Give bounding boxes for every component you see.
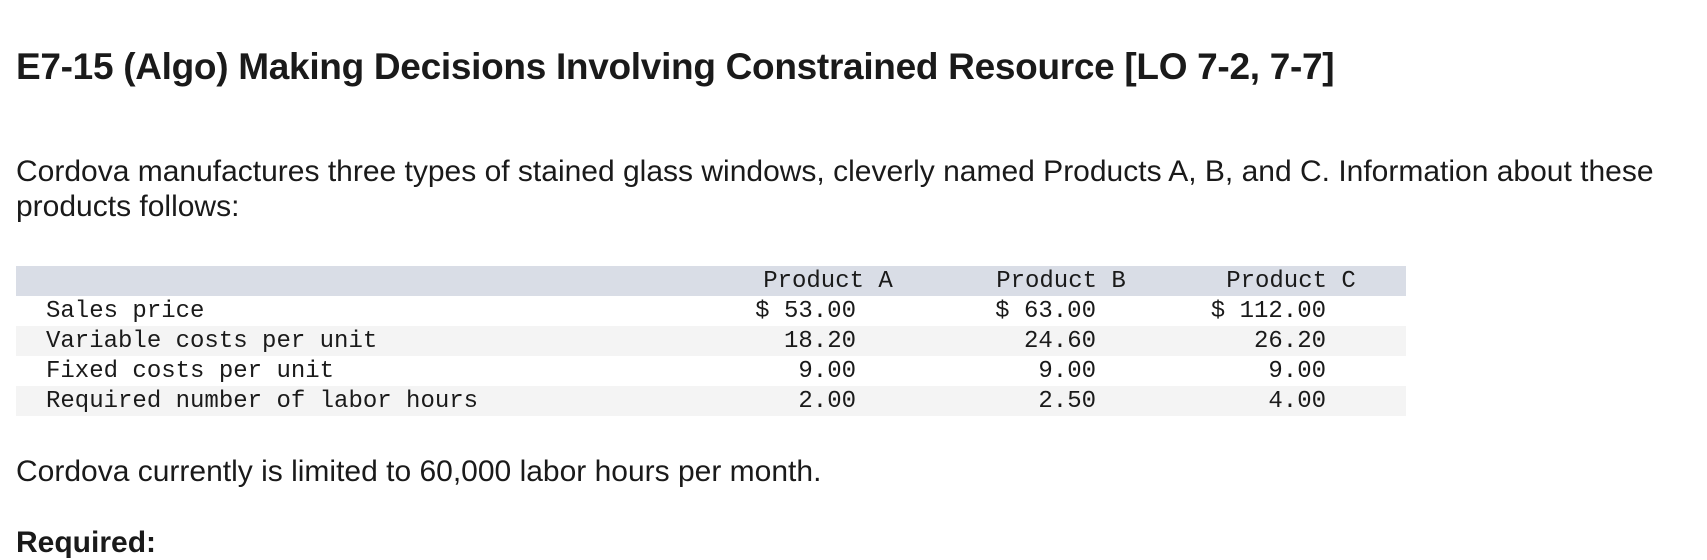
required-heading: Required:: [16, 526, 157, 559]
data-table: Product A Product B Product C Sales price $ …: [16, 266, 1406, 416]
cell-value: 9.00: [798, 358, 856, 385]
header-row: Product A Product B Product C: [16, 266, 1406, 296]
column-header: Product C: [1226, 268, 1356, 295]
cell-value: 26.20: [1253, 328, 1326, 355]
cell-value: $ 53.00: [755, 298, 856, 325]
cell-value: 18.20: [783, 328, 856, 355]
row-label: Fixed costs per unit: [46, 358, 335, 385]
row-label: Required number of labor hours: [46, 388, 479, 415]
table-row: Required number of labor hours 2.00 2.50 4.…: [16, 386, 1406, 416]
cell-value: 9.00: [1268, 358, 1326, 385]
cell-value: 24.60: [1023, 328, 1096, 355]
table-row: Fixed costs per unit 9.00 9.00 9.00: [16, 356, 1406, 386]
cell-value: $ 112.00: [1210, 298, 1326, 325]
title: E7-15 (Algo) Making Decisions Involving …: [16, 46, 1335, 87]
cell-value: 4.00: [1268, 388, 1326, 415]
row-label: Sales price: [46, 298, 205, 325]
column-header: Product B: [996, 268, 1126, 295]
row-label: Variable costs per unit: [46, 328, 378, 355]
column-header: Product A: [763, 268, 893, 295]
note-text: Cordova currently is limited to 60,000 l…: [16, 455, 822, 488]
cell-value: 2.00: [798, 388, 856, 415]
cell-value: 2.50: [1038, 388, 1096, 415]
table-row: Sales price $ 53.00 $ 63.00 $ 112.00: [16, 296, 1406, 326]
table-row: Variable costs per unit 18.20 24.60 26.20: [16, 326, 1406, 356]
cell-value: $ 63.00: [995, 298, 1096, 325]
cell-value: 9.00: [1038, 358, 1096, 385]
intro-text: Cordova manufactures three types of stai…: [16, 155, 1654, 223]
page: {"header": {"title": "E7-15 (Algo) Makin…: [16, 46, 1654, 559]
